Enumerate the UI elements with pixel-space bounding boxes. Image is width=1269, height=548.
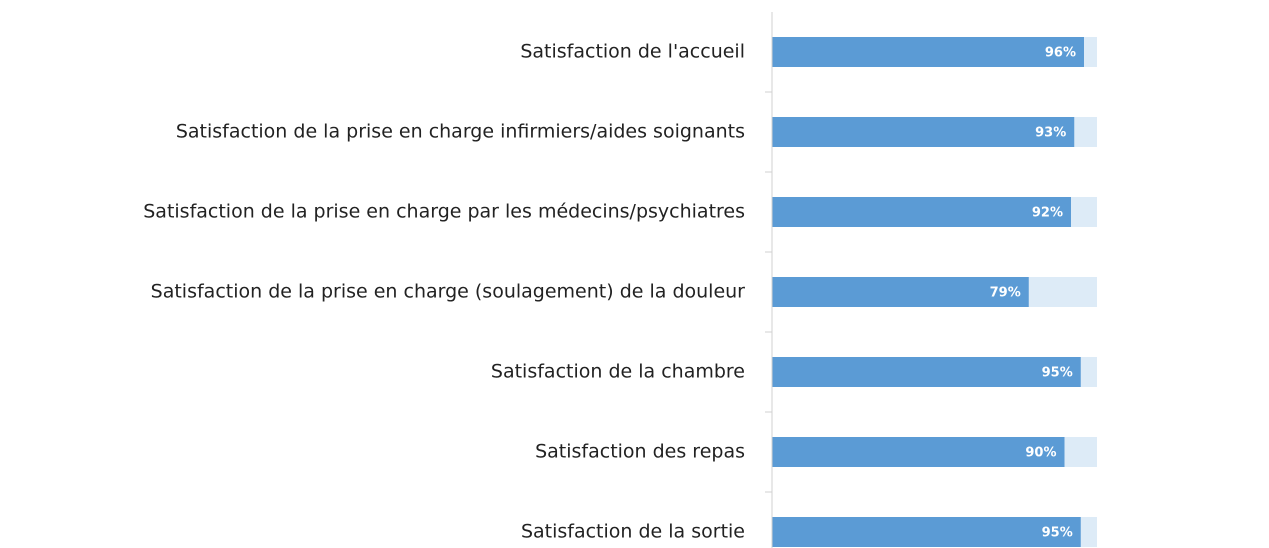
category-label: Satisfaction de la sortie [521,521,745,543]
bar [772,437,1065,467]
bar [772,37,1084,67]
bar [772,517,1081,547]
category-label: Satisfaction des repas [535,441,745,463]
category-label: Satisfaction de la prise en charge (soul… [151,281,746,303]
bar [772,277,1029,307]
bar [772,117,1075,147]
category-label: Satisfaction de l'accueil [520,41,745,63]
data-label: 96% [1045,46,1076,61]
data-label: 93% [1035,126,1066,141]
category-label: Satisfaction de la prise en charge par l… [143,201,745,223]
data-label: 92% [1032,206,1063,221]
category-label: Satisfaction de la chambre [491,361,745,383]
bar [772,197,1071,227]
data-label: 79% [990,286,1021,301]
data-label: 90% [1025,446,1056,461]
bar [772,357,1081,387]
data-label: 95% [1042,366,1073,381]
data-label: 95% [1042,526,1073,541]
category-label: Satisfaction de la prise en charge infir… [176,121,745,143]
